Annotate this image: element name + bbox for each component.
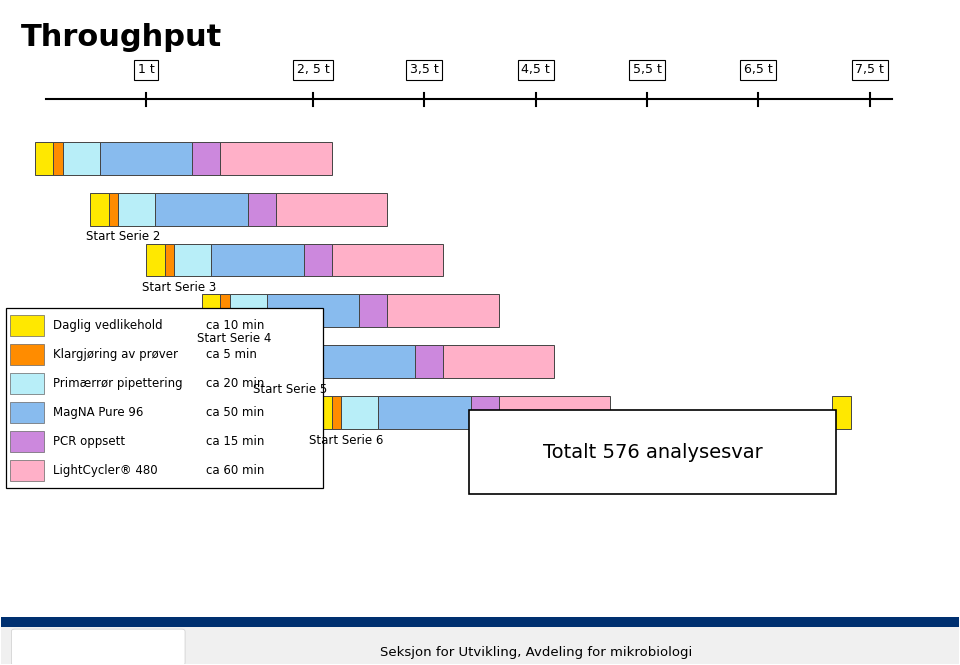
FancyBboxPatch shape [276,345,285,378]
FancyBboxPatch shape [6,308,324,488]
FancyBboxPatch shape [323,345,415,378]
FancyBboxPatch shape [202,295,220,327]
FancyBboxPatch shape [90,193,109,225]
Text: 5,5 t: 5,5 t [633,63,661,76]
FancyBboxPatch shape [35,142,54,175]
Text: 3,5 t: 3,5 t [410,63,439,76]
FancyBboxPatch shape [387,295,498,327]
FancyBboxPatch shape [378,396,470,430]
FancyBboxPatch shape [470,396,498,430]
Text: LightCycler® 480: LightCycler® 480 [53,464,157,477]
FancyBboxPatch shape [303,243,331,277]
FancyBboxPatch shape [1,622,959,665]
Text: ca 15 min: ca 15 min [206,435,265,448]
FancyBboxPatch shape [118,193,156,225]
Text: Throughput: Throughput [21,23,223,53]
FancyBboxPatch shape [11,373,44,394]
Text: ca 20 min: ca 20 min [206,377,265,390]
Text: Start Serie 6: Start Serie 6 [308,434,383,447]
FancyBboxPatch shape [248,193,276,225]
FancyBboxPatch shape [276,193,387,225]
FancyBboxPatch shape [11,315,44,336]
FancyBboxPatch shape [109,193,118,225]
FancyBboxPatch shape [443,345,554,378]
Text: Totalt 576 analysesvar: Totalt 576 analysesvar [542,442,762,462]
Text: ca 60 min: ca 60 min [206,464,265,477]
FancyBboxPatch shape [192,142,220,175]
Text: Start Serie 4: Start Serie 4 [198,332,272,345]
FancyBboxPatch shape [164,243,174,277]
Text: Start Serie 3: Start Serie 3 [142,281,216,294]
FancyBboxPatch shape [12,629,185,665]
Text: ca 10 min: ca 10 min [206,319,265,332]
Text: Primærrør pipettering: Primærrør pipettering [53,377,182,390]
FancyBboxPatch shape [468,410,836,494]
Text: ca 5 min: ca 5 min [206,348,257,361]
Text: Start Serie 2: Start Serie 2 [86,230,160,243]
FancyBboxPatch shape [62,142,100,175]
FancyBboxPatch shape [415,345,443,378]
FancyBboxPatch shape [11,460,44,481]
FancyBboxPatch shape [498,396,610,430]
FancyBboxPatch shape [331,396,341,430]
FancyBboxPatch shape [146,243,164,277]
Text: Start Serie 5: Start Serie 5 [252,383,327,396]
Text: PCR oppsett: PCR oppsett [53,435,125,448]
FancyBboxPatch shape [156,193,248,225]
FancyBboxPatch shape [11,402,44,423]
FancyBboxPatch shape [331,243,443,277]
FancyBboxPatch shape [174,243,211,277]
Text: 7,5 t: 7,5 t [855,63,884,76]
FancyBboxPatch shape [267,295,359,327]
Text: 1 t: 1 t [137,63,155,76]
FancyBboxPatch shape [285,345,323,378]
Text: Seksjon for Utvikling, Avdeling for mikrobiologi: Seksjon for Utvikling, Avdeling for mikr… [379,646,692,659]
FancyBboxPatch shape [11,344,44,365]
FancyBboxPatch shape [229,295,267,327]
FancyBboxPatch shape [1,616,959,627]
FancyBboxPatch shape [211,243,303,277]
FancyBboxPatch shape [359,295,387,327]
Text: Daglig vedlikehold: Daglig vedlikehold [53,319,162,332]
Text: Klargjøring av prøver: Klargjøring av prøver [53,348,178,361]
FancyBboxPatch shape [100,142,192,175]
FancyBboxPatch shape [220,142,331,175]
FancyBboxPatch shape [257,345,276,378]
Text: 6,5 t: 6,5 t [744,63,773,76]
Text: 2, 5 t: 2, 5 t [297,63,329,76]
Text: ca 50 min: ca 50 min [206,406,264,419]
Text: 4,5 t: 4,5 t [521,63,550,76]
Text: MagNA Pure 96: MagNA Pure 96 [53,406,143,419]
FancyBboxPatch shape [832,396,851,430]
FancyBboxPatch shape [11,431,44,452]
FancyBboxPatch shape [341,396,378,430]
FancyBboxPatch shape [220,295,229,327]
FancyBboxPatch shape [313,396,331,430]
FancyBboxPatch shape [54,142,62,175]
